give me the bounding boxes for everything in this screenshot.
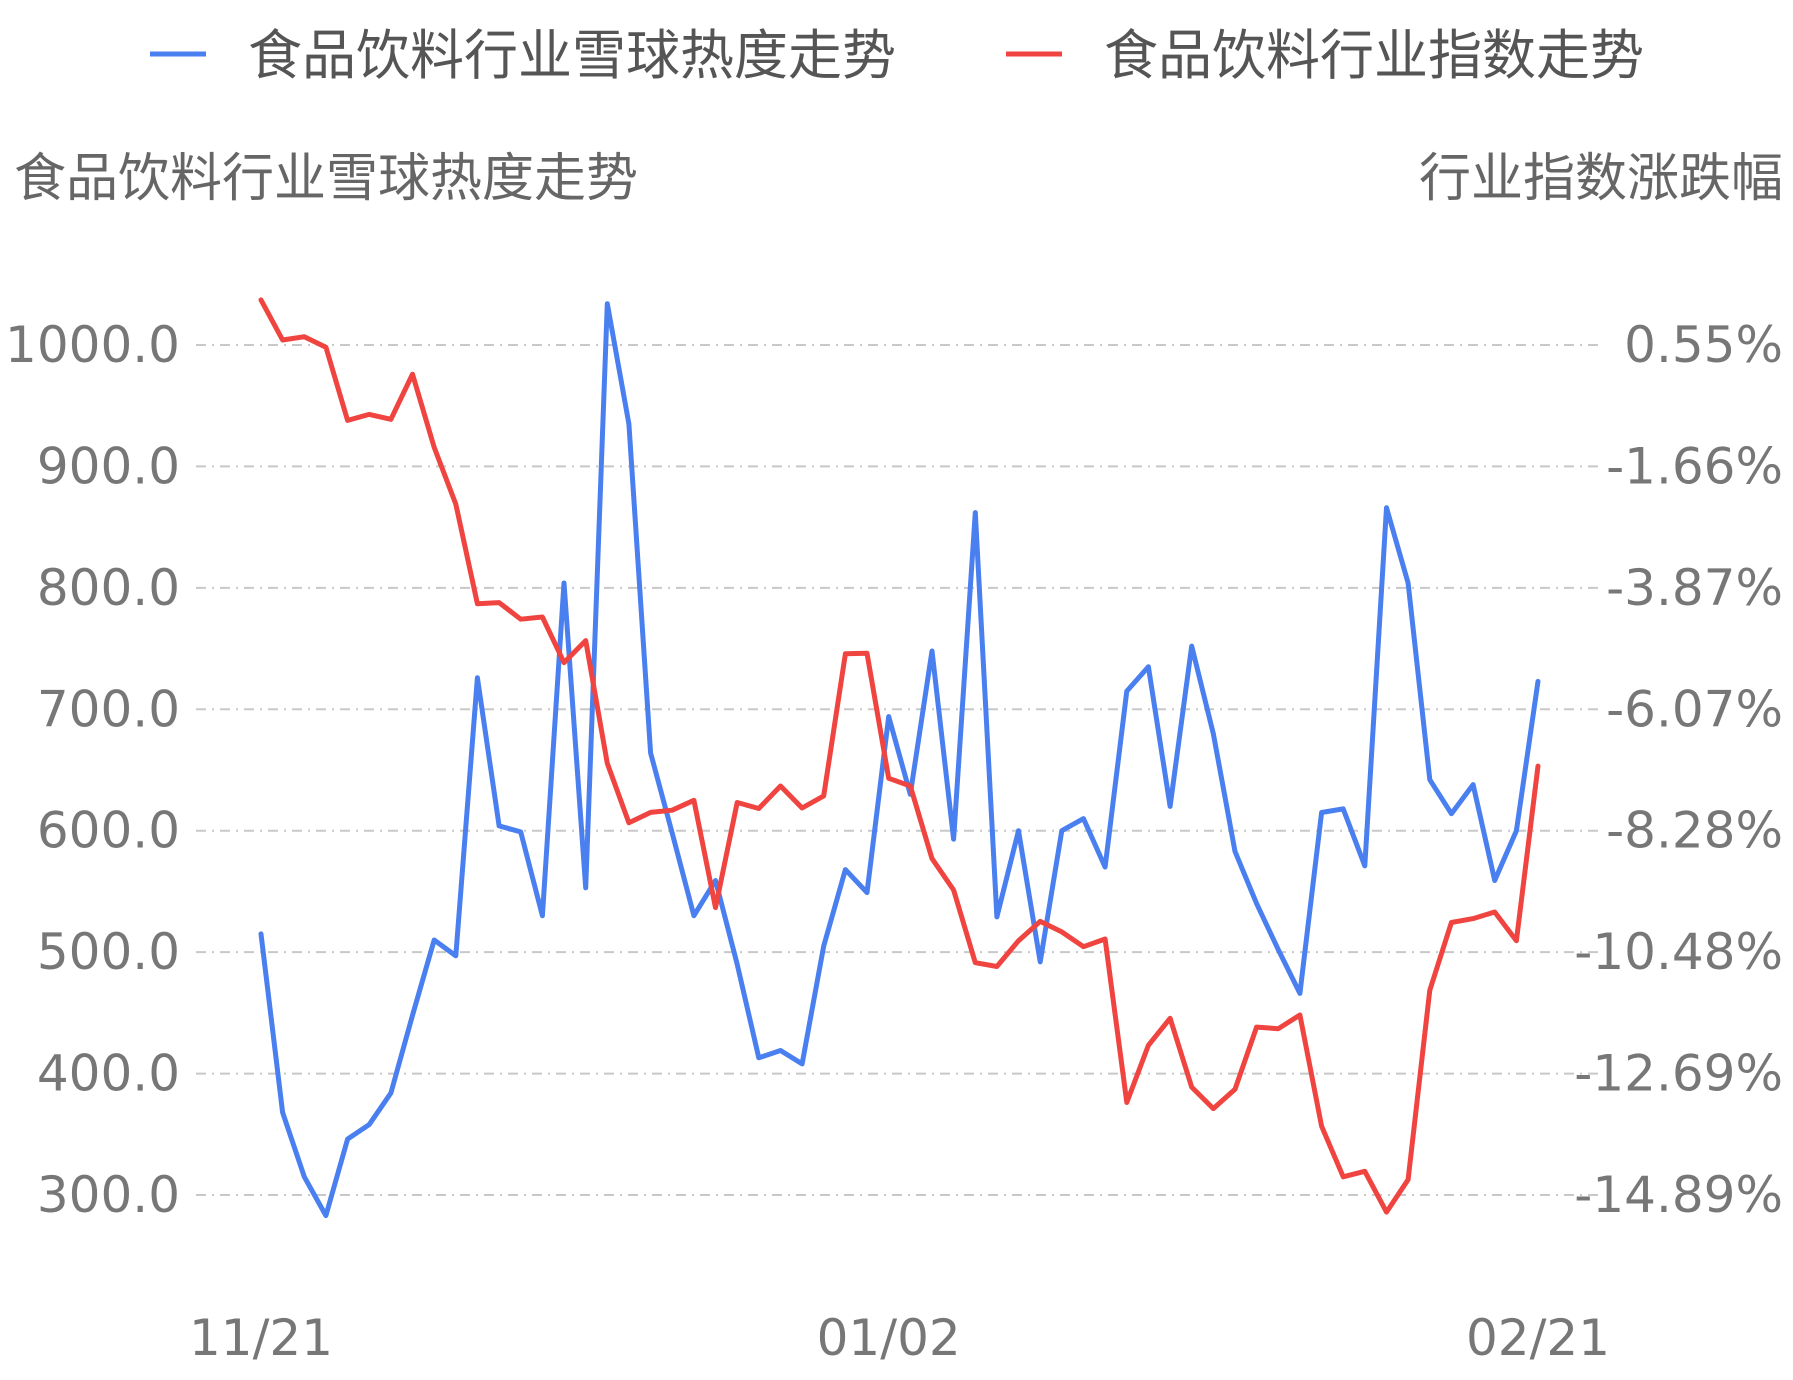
y-left-tick-label: 1000.0 [5, 316, 180, 374]
y-right-tick-label: -12.69% [1574, 1045, 1783, 1103]
x-axis-ticks: 11/21 01/02 02/21 [189, 1309, 1610, 1367]
right-axis-title: 行业指数涨跌幅 [1419, 149, 1783, 209]
series-line-index [258, 297, 1541, 1215]
legend: 食品饮料行业雪球热度走势 食品饮料行业指数走势 [150, 24, 1644, 87]
legend-label-heat: 食品饮料行业雪球热度走势 [248, 24, 896, 87]
legend-label-index: 食品饮料行业指数走势 [1104, 24, 1644, 87]
grid-layer [196, 344, 1598, 1196]
y-right-tick-label: -10.48% [1574, 923, 1783, 981]
x-tick-label: 11/21 [189, 1309, 333, 1367]
y-right-tick-label: -8.28% [1606, 802, 1783, 860]
series-line-heat [258, 301, 1541, 1219]
y-right-tick-label: 0.55% [1624, 316, 1783, 374]
left-axis-title: 食品饮料行业雪球热度走势 [14, 149, 638, 209]
x-tick-label: 02/21 [1466, 1309, 1610, 1367]
y-left-tick-label: 900.0 [37, 437, 180, 495]
right-axis-ticks: -14.89% -12.69% -10.48% -8.28% -6.07% -3.87% -… [1574, 316, 1783, 1224]
y-left-tick-label: 800.0 [37, 559, 180, 617]
y-right-tick-label: -6.07% [1606, 680, 1783, 738]
left-axis-ticks: 300.0 400.0 500.0 600.0 700.0 800.0 900.0 1000.… [5, 316, 180, 1224]
y-left-tick-label: 300.0 [37, 1166, 180, 1224]
y-right-tick-label: -1.66% [1606, 437, 1783, 495]
series-layer [258, 297, 1541, 1219]
x-tick-label: 01/02 [817, 1309, 961, 1367]
y-right-tick-label: -14.89% [1574, 1166, 1783, 1224]
y-right-tick-label: -3.87% [1606, 559, 1783, 617]
y-left-tick-label: 500.0 [37, 923, 180, 981]
y-left-tick-label: 400.0 [37, 1045, 180, 1103]
y-left-tick-label: 700.0 [37, 680, 180, 738]
y-left-tick-label: 600.0 [37, 802, 180, 860]
